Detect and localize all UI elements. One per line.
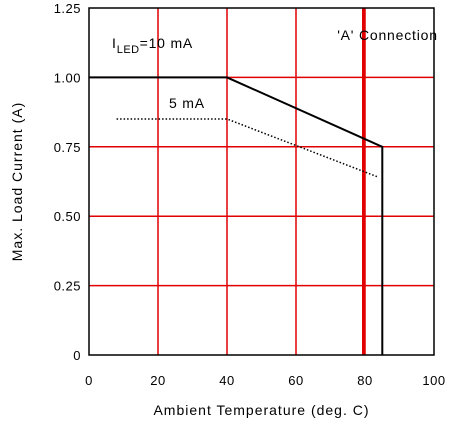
y-tick-label-4: 1.00 (54, 70, 81, 85)
x-tick-label-4: 80 (357, 373, 372, 388)
x-tick-label-5: 100 (422, 373, 445, 388)
annotation-a-connection: 'A' Connection (337, 27, 438, 43)
series-line-0 (89, 76, 384, 355)
y-tick-label-0: 0 (73, 348, 81, 363)
y-tick-label-3: 0.75 (54, 140, 81, 155)
series-label-10ma-rest: =10 mA (140, 35, 193, 51)
x-tick-label-0: 0 (85, 373, 93, 388)
series-layer (89, 76, 384, 355)
x-tick-label-2: 40 (219, 373, 234, 388)
series-label-10ma-sub: LED (117, 44, 140, 56)
grid (89, 8, 434, 355)
x-tick-label-3: 60 (288, 373, 303, 388)
y-tick-label-2: 0.50 (54, 209, 81, 224)
y-tick-labels: 0 0.25 0.50 0.75 1.00 1.25 (54, 1, 81, 363)
plot-frame (88, 7, 435, 356)
x-tick-labels: 0 20 40 60 80 100 (85, 373, 445, 388)
series-label-5ma: 5 mA (169, 95, 205, 111)
y-tick-label-5: 1.25 (54, 1, 81, 16)
series-label-10ma: ILED=10 mA (112, 35, 193, 56)
series-label-10ma-main: I (112, 35, 117, 51)
y-tick-label-1: 0.25 (54, 279, 81, 294)
x-tick-label-1: 20 (150, 373, 165, 388)
y-axis-label: Max. Load Current (A) (9, 102, 25, 262)
x-axis-label: Ambient Temperature (deg. C) (153, 402, 369, 418)
